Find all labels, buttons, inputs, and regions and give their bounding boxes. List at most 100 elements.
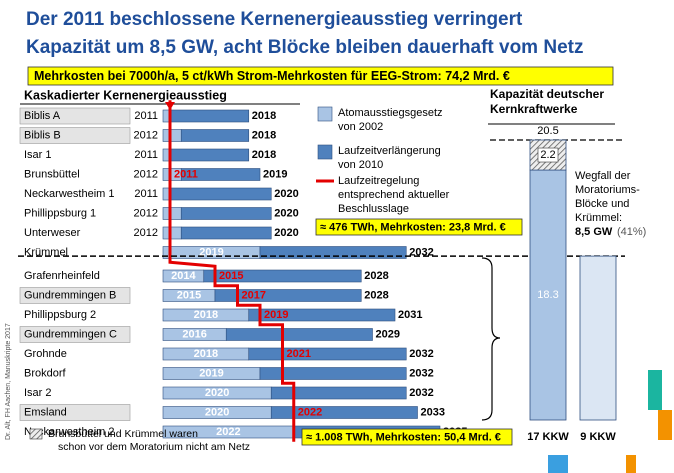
- label-bg: [537, 147, 559, 163]
- bar-2010: [180, 168, 261, 181]
- chart-title: Kernkraftwerke: [490, 102, 578, 116]
- bar-segment: [579, 255, 617, 421]
- law-year: 2011: [134, 110, 158, 122]
- end-year: 2031: [398, 309, 422, 321]
- annotation: ≈ 1.008 TWh, Mehrkosten: 50,4 Mrd. €: [306, 431, 501, 443]
- bar-2010: [248, 308, 396, 322]
- regulation-label: 2011: [174, 168, 198, 180]
- law-year: 2012: [134, 129, 158, 141]
- end-year: 2028: [364, 289, 388, 301]
- name-box: [19, 287, 131, 304]
- end-year: 2032: [409, 348, 433, 360]
- plant-name: Isar 1: [24, 149, 52, 161]
- bar-2010: [225, 328, 373, 341]
- regulation-label: 2017: [242, 289, 266, 301]
- deco: [648, 370, 662, 410]
- legend-label: von 2002: [338, 121, 383, 133]
- legend-label: entsprechend aktueller: [338, 189, 450, 201]
- bar-2010: [169, 187, 272, 201]
- law-year: 2011: [134, 188, 158, 200]
- banner-box: [27, 66, 614, 86]
- end-year: 2028: [364, 270, 388, 282]
- law-year: 2022: [216, 426, 240, 438]
- category-label: 9 KKW: [580, 431, 616, 443]
- end-year: 2029: [376, 328, 400, 340]
- regulation-label: 2015: [219, 270, 243, 282]
- bar-segment: [529, 169, 567, 421]
- law-year: 2018: [194, 309, 218, 321]
- legend-label: von 2010: [338, 159, 383, 171]
- plant-name: Brokdorf: [24, 367, 67, 379]
- regulation-line: [168, 100, 296, 442]
- plant-name: Phillippsburg 2: [24, 309, 96, 321]
- regulation-label: 2021: [287, 348, 311, 360]
- law-year: 2012: [134, 207, 158, 219]
- bar-2002: [162, 207, 182, 220]
- plant-name: Brunsbüttel: [24, 168, 80, 180]
- law-year: 2011: [134, 149, 158, 161]
- bar-2010: [180, 226, 272, 240]
- bar-2010: [203, 269, 362, 283]
- side-note: Dr. Alt, FH Aachen, Manuskripte 2017: [5, 323, 12, 440]
- bar-2010: [169, 148, 250, 162]
- plant-name: Phillippsburg 1: [24, 207, 96, 219]
- bar-2010: [259, 367, 407, 380]
- end-year: 2033: [421, 406, 445, 418]
- annotation: 8,5 GW: [575, 226, 613, 238]
- bar-2010: [270, 406, 418, 419]
- plant-name: Neckarwestheim 2: [24, 426, 114, 438]
- plant-name: Biblis B: [24, 129, 61, 141]
- bar-2010: [214, 289, 362, 302]
- end-year: 2032: [409, 246, 433, 258]
- footnote: Brunsbüttel und Krümmel waren: [48, 428, 198, 440]
- annotation: ≈ 476 TWh, Mehrkosten: 23,8 Mrd. €: [320, 221, 506, 233]
- section-title: Kaskadierter Kernenergieausstieg: [24, 88, 227, 102]
- deco: [626, 455, 636, 473]
- plant-name: Unterweser: [24, 227, 81, 239]
- annotation: Blöcke und: [575, 198, 629, 210]
- value-label: 18.3: [537, 289, 558, 301]
- end-year: 2019: [263, 168, 287, 180]
- annotation: Wegfall der: [575, 170, 631, 182]
- category-label: 17 KKW: [527, 431, 569, 443]
- name-box: [19, 326, 131, 343]
- legend-label: Beschlusslage: [338, 203, 409, 215]
- title: Kapazität um 8,5 GW, acht Blöcke bleiben…: [26, 37, 583, 58]
- annotation: Krümmel:: [575, 212, 622, 224]
- legend-swatch: [317, 106, 333, 122]
- legend-label: Laufzeitregelung: [338, 175, 419, 187]
- regulation-label: 2022: [298, 406, 322, 418]
- plant-name: Neckarwestheim 1: [24, 188, 114, 200]
- arrow: [165, 102, 175, 110]
- regulation-label: 2019: [264, 309, 288, 321]
- annotation-box: [301, 428, 513, 446]
- law-year: 2012: [134, 168, 158, 180]
- bar-2010: [180, 129, 250, 142]
- plant-name: Biblis A: [24, 110, 61, 122]
- total-label: 20.5: [537, 125, 558, 137]
- plant-name: Grohnde: [24, 348, 67, 360]
- chart-title: Kapazität deutscher: [490, 87, 604, 101]
- bar-2002: [162, 226, 182, 240]
- plant-name: Gundremmingen C: [24, 328, 117, 340]
- end-year: 2020: [274, 188, 298, 200]
- legend-label: Atomausstiegsgesetz: [338, 107, 443, 119]
- name-box: [19, 107, 131, 125]
- name-box: [19, 404, 131, 421]
- deco: [548, 455, 568, 473]
- banner: Mehrkosten bei 7000h/a, 5 ct/kWh Strom-M…: [34, 69, 510, 83]
- law-year: 2016: [182, 328, 206, 340]
- annotation-box: [315, 218, 523, 236]
- title: Der 2011 beschlossene Kernenergieausstie…: [26, 9, 523, 30]
- law-year: 2020: [205, 406, 229, 418]
- plant-name: Grafenrheinfeld: [24, 270, 100, 282]
- plant-name: Isar 2: [24, 387, 52, 399]
- end-year: 2020: [274, 227, 298, 239]
- law-year: 2015: [177, 289, 201, 301]
- footnote: schon vor dem Moratorium nicht am Netz: [58, 441, 250, 453]
- law-year: 2020: [205, 387, 229, 399]
- bar-2002: [162, 129, 182, 142]
- brace: [481, 257, 501, 421]
- footnote-swatch: [29, 428, 43, 440]
